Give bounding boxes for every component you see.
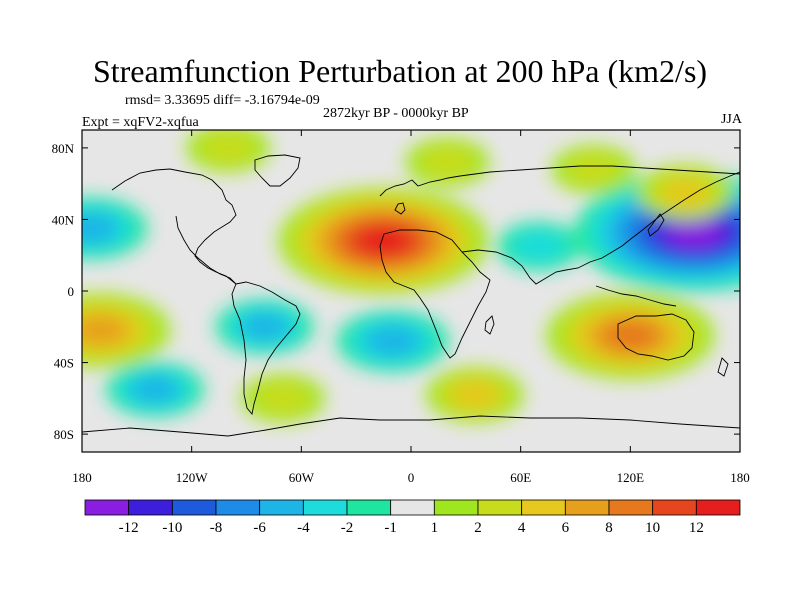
- southern-ocean-high-contour-1: [255, 382, 311, 415]
- period-annotation: 2872kyr BP - 0000kyr BP: [323, 106, 469, 121]
- x-tick-label-5: 120E: [617, 470, 645, 485]
- colorbar-label-8: 2: [474, 520, 482, 536]
- south-atlantic-low-contour-2: [365, 325, 421, 357]
- southern-indian-high-contour-2: [450, 380, 500, 409]
- colorbar-box-0: [84, 499, 130, 516]
- south-pacific-high-contour-3: [82, 315, 128, 346]
- colorbar-label-5: -2: [341, 520, 354, 536]
- y-tick-label-0: 80N: [52, 141, 75, 156]
- north-pacific-west-low-contour-2: [82, 212, 119, 244]
- colorbar-label-0: -12: [119, 520, 139, 536]
- south-pacific-low-contour-2: [130, 375, 180, 404]
- map-axes: 180 120W 60W 0 60E 120E 180 80N 40N 0 40S 80S: [52, 130, 750, 485]
- colorbar-label-3: -6: [253, 520, 266, 536]
- experiment-annotation: Expt = xqFV2-xqfua: [82, 115, 199, 130]
- colorbar-box-10: [521, 499, 566, 516]
- colorbar-box-4: [259, 499, 304, 516]
- madagascar-coastline: [484, 315, 495, 335]
- contour-fields: [82, 130, 740, 423]
- colorbar-label-9: 4: [518, 520, 526, 536]
- rmsd-annotation: rmsd= 3.33695 diff= -3.16794e-09: [125, 93, 320, 108]
- colorbar-label-13: 12: [689, 520, 704, 536]
- colorbar-box-12: [608, 499, 654, 516]
- colorbar-label-11: 8: [605, 520, 613, 536]
- colorbar-box-7: [390, 499, 435, 516]
- colorbar-label-6: -1: [384, 520, 397, 536]
- central-asia-low-contour-1: [511, 230, 567, 263]
- central-america-coastline: [175, 215, 237, 285]
- colorbar-box-11: [564, 499, 610, 516]
- y-tick-label-4: 80S: [54, 427, 74, 442]
- colorbar-label-2: -8: [210, 520, 223, 536]
- y-tick-label-1: 40N: [52, 212, 75, 227]
- x-tick-label-4: 60E: [510, 470, 531, 485]
- uk-coastline: [394, 202, 406, 215]
- colorbar-label-7: 1: [431, 520, 439, 536]
- colorbar: -12 -10 -8 -6 -4 -2 -1 1 2 4 6 8 10 12: [84, 499, 741, 536]
- x-tick-label-2: 60W: [289, 470, 315, 485]
- colorbar-box-14: [695, 499, 741, 516]
- australia-high-contour-4: [603, 320, 658, 351]
- europe-coastline: [379, 175, 461, 197]
- north-africa-high-contour-6: [357, 227, 410, 255]
- colorbar-label-10: 6: [562, 520, 570, 536]
- antarctica-coastline: [82, 415, 740, 437]
- x-tick-label-3: 0: [408, 470, 415, 485]
- coastlines: [82, 154, 740, 437]
- greenland-coastline: [254, 154, 301, 187]
- x-tick-label-1: 120W: [176, 470, 209, 485]
- x-tick-label-0: 180: [72, 470, 92, 485]
- west-pacific-low-contour-6: [665, 216, 723, 248]
- colorbar-box-13: [652, 499, 697, 516]
- maritime-continent-coastline: [595, 285, 677, 307]
- colorbar-box-9: [477, 499, 523, 516]
- colorbar-label-12: 10: [645, 520, 660, 536]
- colorbar-box-8: [433, 499, 479, 516]
- australia-coastline: [617, 313, 695, 361]
- y-tick-label-3: 40S: [54, 356, 74, 371]
- colorbar-box-5: [302, 499, 348, 516]
- colorbar-box-6: [346, 499, 392, 516]
- season-annotation: JJA: [720, 112, 742, 127]
- colorbar-box-2: [171, 499, 217, 516]
- new-zealand-coastline: [717, 357, 729, 377]
- south-america-coastline: [231, 281, 301, 416]
- north-america-coastline: [111, 168, 237, 285]
- east-asia-high-contour-2: [660, 178, 710, 207]
- south-america-low-contour-2: [240, 312, 290, 341]
- colorbar-box-1: [128, 499, 173, 516]
- asia-high-contour-1: [566, 153, 622, 186]
- north-atlantic-high-contour-1: [419, 145, 476, 179]
- colorbar-label-1: -10: [162, 520, 182, 536]
- colorbar-box-3: [215, 499, 261, 516]
- arctic-canada-high-contour-1: [200, 131, 256, 165]
- asia-coastline: [461, 171, 740, 285]
- africa-coastline: [379, 229, 491, 359]
- colorbar-label-4: -4: [297, 520, 310, 536]
- y-tick-label-2: 0: [68, 284, 75, 299]
- x-tick-label-6: 180: [730, 470, 750, 485]
- siberia-coastline: [459, 165, 740, 177]
- japan-coastline: [647, 213, 665, 237]
- chart-title: Streamfunction Perturbation at 200 hPa (…: [92, 53, 708, 89]
